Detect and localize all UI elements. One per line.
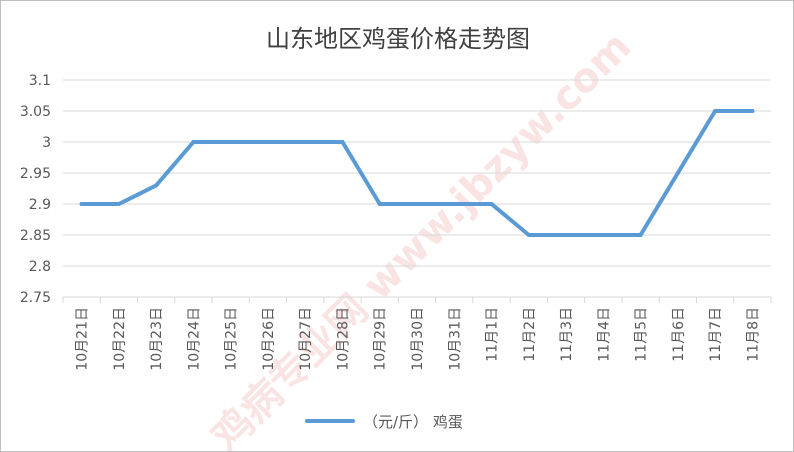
x-tick-label: 11月7日 bbox=[708, 307, 724, 362]
y-tick-label: 2.85 bbox=[20, 228, 51, 244]
data-point bbox=[377, 202, 382, 206]
x-tick-label: 11月4日 bbox=[596, 307, 612, 362]
data-point bbox=[526, 233, 531, 237]
data-point bbox=[638, 233, 643, 237]
x-tick-label: 11月6日 bbox=[671, 307, 687, 362]
data-point bbox=[601, 233, 606, 237]
data-point bbox=[340, 140, 345, 144]
x-tick-label: 10月21日 bbox=[75, 307, 91, 371]
x-tick-label: 10月23日 bbox=[149, 307, 165, 371]
y-tick-label: 2.95 bbox=[20, 166, 51, 182]
x-tick-label: 10月29日 bbox=[373, 307, 389, 371]
y-tick-label: 2.9 bbox=[29, 197, 51, 213]
data-point bbox=[116, 202, 121, 206]
data-point bbox=[228, 140, 233, 144]
data-point bbox=[79, 202, 84, 206]
data-point bbox=[564, 233, 569, 237]
x-tick-label: 10月31日 bbox=[447, 307, 463, 371]
data-point bbox=[191, 140, 196, 144]
x-tick-label: 10月30日 bbox=[410, 307, 426, 371]
x-tick-label: 10月24日 bbox=[186, 307, 202, 371]
data-point bbox=[750, 109, 755, 113]
chart-title: 山东地区鸡蛋价格走势图 bbox=[266, 25, 530, 53]
y-tick-label: 3.1 bbox=[29, 73, 51, 89]
data-point bbox=[415, 202, 419, 206]
x-tick-label: 10月28日 bbox=[335, 307, 351, 371]
x-tick-label: 10月25日 bbox=[224, 307, 240, 371]
x-tick-label: 11月5日 bbox=[634, 307, 650, 362]
x-tick-label: 11月8日 bbox=[745, 307, 761, 362]
x-tick-label: 10月26日 bbox=[261, 307, 277, 371]
data-point bbox=[303, 140, 308, 144]
data-point bbox=[489, 202, 494, 206]
y-tick-label: 3.05 bbox=[20, 104, 51, 120]
legend-label: （元/斤） 鸡蛋 bbox=[363, 413, 463, 431]
x-tick-label: 11月1日 bbox=[485, 307, 501, 362]
x-tick-label: 11月3日 bbox=[559, 307, 575, 362]
data-point bbox=[452, 202, 457, 206]
legend: （元/斤） 鸡蛋 bbox=[305, 413, 463, 431]
data-point bbox=[675, 171, 680, 175]
data-point bbox=[265, 140, 270, 144]
x-tick-label: 11月2日 bbox=[522, 307, 538, 362]
data-point bbox=[154, 183, 159, 188]
x-tick-label: 10月27日 bbox=[298, 307, 314, 371]
watermark: 鸡病专业网 www.jbzyw.com bbox=[203, 23, 640, 451]
x-tick-label: 10月22日 bbox=[112, 307, 128, 371]
y-tick-label: 2.8 bbox=[29, 259, 51, 275]
y-tick-label: 3 bbox=[42, 135, 51, 151]
y-tick-label: 2.75 bbox=[20, 290, 51, 306]
data-point bbox=[713, 109, 718, 113]
